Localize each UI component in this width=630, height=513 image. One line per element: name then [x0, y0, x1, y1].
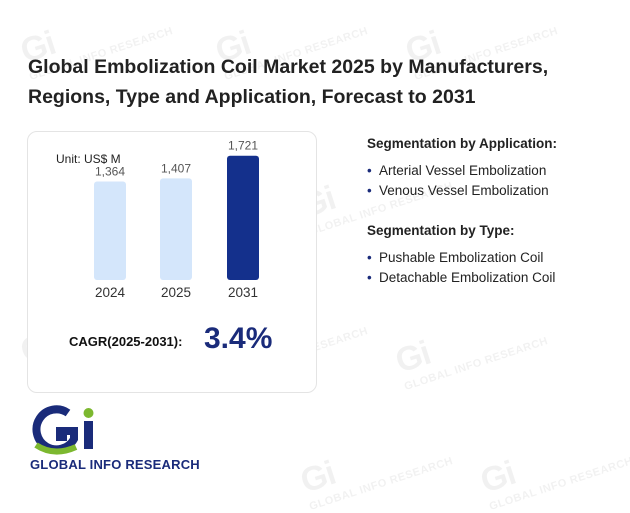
list-item: Arterial Vessel Embolization — [367, 163, 617, 178]
watermark-text: GLOBAL INFO RESEARCH — [487, 455, 630, 513]
list-item: Pushable Embolization Coil — [367, 250, 617, 265]
page-title: Global Embolization Coil Market 2025 by … — [28, 56, 549, 108]
data-label-2025: 1,407 — [161, 161, 191, 175]
watermark-text: GLOBAL INFO RESEARCH — [307, 455, 455, 513]
bar-2025 — [160, 178, 192, 280]
list-item: Detachable Embolization Coil — [367, 270, 617, 285]
unit-label: Unit: US$ M — [56, 152, 121, 166]
segmentation-application-list: Arterial Vessel Embolization Venous Vess… — [367, 163, 617, 198]
category-label-2024: 2024 — [95, 285, 126, 300]
logo-text: GLOBAL INFO RESEARCH — [30, 457, 200, 472]
list-item: Venous Vessel Embolization — [367, 183, 617, 198]
segmentation-type-list: Pushable Embolization Coil Detachable Em… — [367, 250, 617, 285]
cagr-label: CAGR(2025-2031): — [69, 334, 183, 349]
data-label-2024: 1,364 — [95, 164, 125, 178]
bar-2024 — [94, 181, 126, 280]
segmentation-type-heading: Segmentation by Type: — [367, 223, 515, 238]
bar-2031 — [227, 155, 259, 280]
watermark-glyph: Gi — [475, 454, 520, 501]
watermark-glyph: Gi — [295, 454, 340, 501]
bar-chart: 1,364 2024 1,407 2025 1,721 2031 — [94, 139, 259, 300]
watermark-text: GLOBAL INFO RESEARCH — [402, 335, 550, 393]
category-label-2025: 2025 — [161, 285, 191, 300]
chart-card: Unit: US$ M 1,364 2024 1,407 2025 1,721 2031 … — [27, 131, 317, 393]
watermark-glyph: Gi — [390, 334, 435, 381]
cagr-value: 3.4% — [204, 322, 273, 355]
company-logo: GLOBAL INFO RESEARCH — [30, 405, 210, 475]
category-label-2031: 2031 — [228, 285, 258, 300]
logo-mark-icon — [32, 405, 94, 455]
segmentation-application: Segmentation by Application: Arterial Ve… — [367, 136, 617, 203]
data-label-2031: 1,721 — [228, 139, 258, 153]
segmentation-type: Segmentation by Type: Pushable Embolizat… — [367, 223, 617, 290]
segmentation-application-heading: Segmentation by Application: — [367, 136, 558, 151]
